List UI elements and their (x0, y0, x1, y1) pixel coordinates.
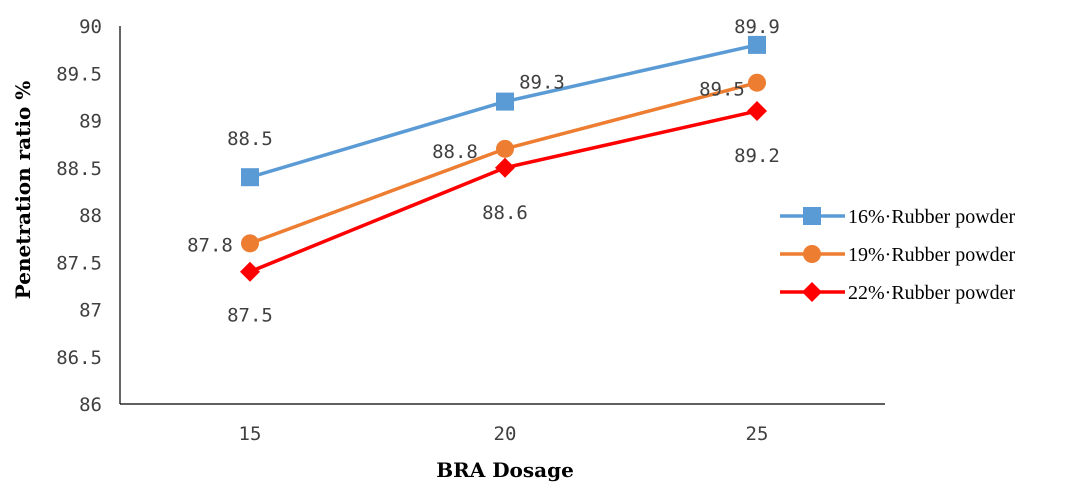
y-tick-label: 89 (79, 111, 102, 133)
y-tick-label: 88 (79, 205, 102, 227)
legend-label: 16%·Rubber powder (848, 206, 1016, 228)
data-point-diamond (240, 261, 260, 282)
data-point-circle (496, 139, 514, 158)
x-tick-label: 20 (494, 423, 517, 445)
data-point-circle (748, 73, 766, 92)
data-label: 89.9 (734, 16, 780, 38)
series-line (249, 109, 758, 274)
y-tick-label: 89.5 (56, 63, 102, 85)
y-axis-title: Penetration ratio % (11, 81, 35, 300)
y-tick-label: 87 (79, 300, 102, 322)
data-label: 88.6 (482, 202, 528, 224)
x-axis-title: BRA Dosage (436, 458, 574, 482)
y-tick-label: 86.5 (56, 347, 102, 369)
x-tick-label: 15 (239, 423, 262, 445)
data-label: 87.8 (187, 234, 233, 256)
y-tick-label: 86 (79, 394, 102, 416)
legend: 16%·Rubber powder 19%·Rubber powder 22%·Ru… (780, 206, 1016, 304)
data-label: 88.8 (432, 141, 478, 163)
legend-marker-circle (803, 245, 821, 263)
legend-marker-square (803, 207, 821, 225)
data-point-square (748, 35, 766, 54)
legend-marker-diamond (802, 282, 822, 302)
data-label: 87.5 (227, 305, 273, 327)
data-point-diamond (747, 101, 767, 122)
data-point-square (241, 168, 259, 187)
data-point-circle (241, 234, 259, 253)
data-label: 89.3 (519, 72, 565, 94)
data-point-diamond (495, 157, 515, 178)
y-tick-label: 87.5 (56, 252, 102, 274)
x-tick-label: 25 (746, 423, 769, 445)
data-point-square (496, 92, 514, 111)
legend-label: 22%·Rubber powder (848, 282, 1016, 304)
data-label: 89.5 (699, 79, 745, 101)
legend-label: 19%·Rubber powder (848, 244, 1016, 266)
data-label: 89.2 (734, 145, 780, 167)
data-label: 88.5 (227, 128, 273, 150)
y-tick-label: 90 (79, 16, 102, 38)
y-tick-label: 88.5 (56, 158, 102, 180)
